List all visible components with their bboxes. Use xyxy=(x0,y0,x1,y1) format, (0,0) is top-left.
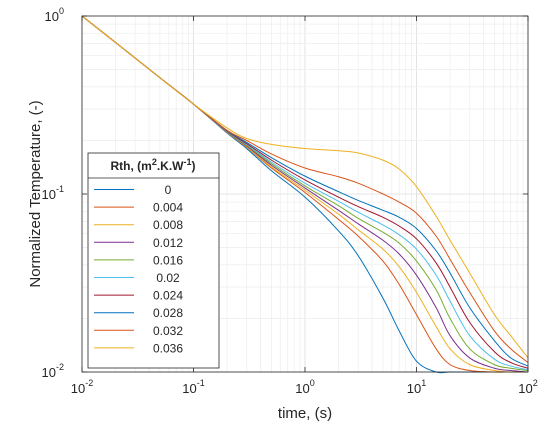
legend-label: 0.024 xyxy=(153,289,183,303)
legend-label: 0.016 xyxy=(153,253,183,267)
y-tick-label: 10-2 xyxy=(42,362,64,380)
x-tick-label: 101 xyxy=(407,378,426,396)
x-axis-label: time, (s) xyxy=(278,405,332,422)
legend-label: 0.02 xyxy=(156,271,180,285)
x-tick-label: 10-1 xyxy=(182,378,204,396)
y-tick-label: 10-1 xyxy=(42,184,64,202)
legend-box xyxy=(87,152,220,369)
y-axis-label: Normalized Temperature, (-) xyxy=(27,100,44,287)
axis-ticks: 10-2 10-1 100 101 102 10-2 10-1 100 xyxy=(42,6,538,396)
legend-label: 0.036 xyxy=(153,341,183,355)
series-line-9 xyxy=(81,15,529,359)
legend-title: Rth, (m2.K.W-1) xyxy=(110,157,195,173)
legend-label: 0.012 xyxy=(153,236,183,250)
legend-label: 0.032 xyxy=(153,324,183,338)
x-tick-label: 102 xyxy=(518,378,537,396)
legend-label: 0 xyxy=(165,183,172,197)
legend-label: 0.004 xyxy=(153,201,183,215)
legend-label: 0.028 xyxy=(153,306,183,320)
legend: Rth, (m2.K.W-1) 0 0.004 0.008 0.012 0.016 0.0… xyxy=(87,152,220,369)
x-tick-label: 10-2 xyxy=(71,378,93,396)
x-tick-label: 100 xyxy=(295,378,314,396)
legend-items: 0 0.004 0.008 0.012 0.016 0.02 0.024 0.028 0.032… xyxy=(94,183,183,355)
series-lines xyxy=(81,15,529,374)
y-tick-label: 100 xyxy=(45,6,64,24)
legend-label: 0.008 xyxy=(153,218,183,232)
